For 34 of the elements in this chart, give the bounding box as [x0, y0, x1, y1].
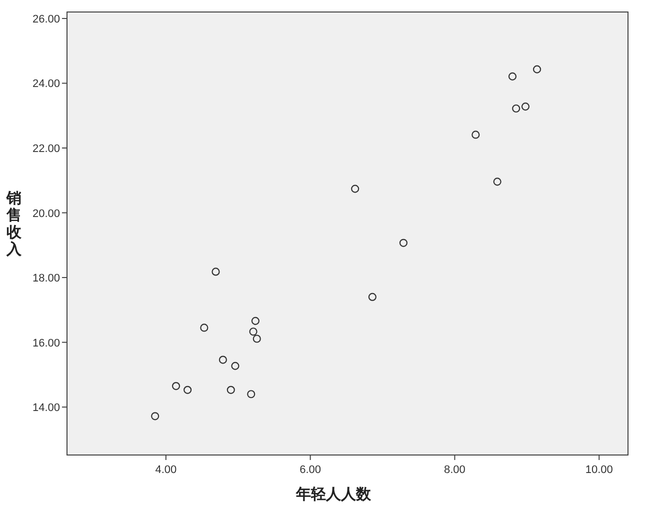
point: [249, 328, 258, 336]
y-tick-label: 16.00: [32, 337, 60, 350]
point: [472, 130, 480, 139]
point: [218, 356, 228, 364]
point: [226, 386, 235, 394]
point: [151, 412, 160, 420]
point: [512, 104, 520, 113]
point: [172, 382, 180, 390]
y-tick-label: 14.00: [32, 402, 60, 414]
point: [212, 268, 220, 276]
x-tick-label: 10.00: [585, 464, 613, 476]
point: [252, 334, 261, 343]
point: [231, 362, 240, 370]
x-tick-label: 6.00: [300, 464, 322, 476]
point: [368, 292, 376, 302]
y-tick-label: 22.00: [32, 143, 60, 156]
y-tick-label: 20.00: [32, 208, 60, 220]
point: [399, 238, 408, 247]
x-tick-label: 4.00: [155, 464, 177, 476]
x-axis-title: 年轻人人数: [295, 485, 372, 503]
point: [521, 102, 530, 111]
y-tick-label: 18.00: [32, 272, 60, 285]
point: [247, 390, 256, 398]
point: [200, 324, 208, 332]
point: [351, 184, 360, 193]
point: [532, 65, 542, 74]
x-tick-label: 8.00: [444, 464, 466, 476]
point: [508, 72, 517, 80]
point: [251, 316, 260, 325]
point: [493, 178, 502, 186]
y-tick-label: 24.00: [32, 78, 60, 90]
y-axis-title: 销售收入: [6, 189, 22, 258]
point: [184, 386, 192, 394]
y-tick-label: 26.00: [32, 13, 60, 26]
